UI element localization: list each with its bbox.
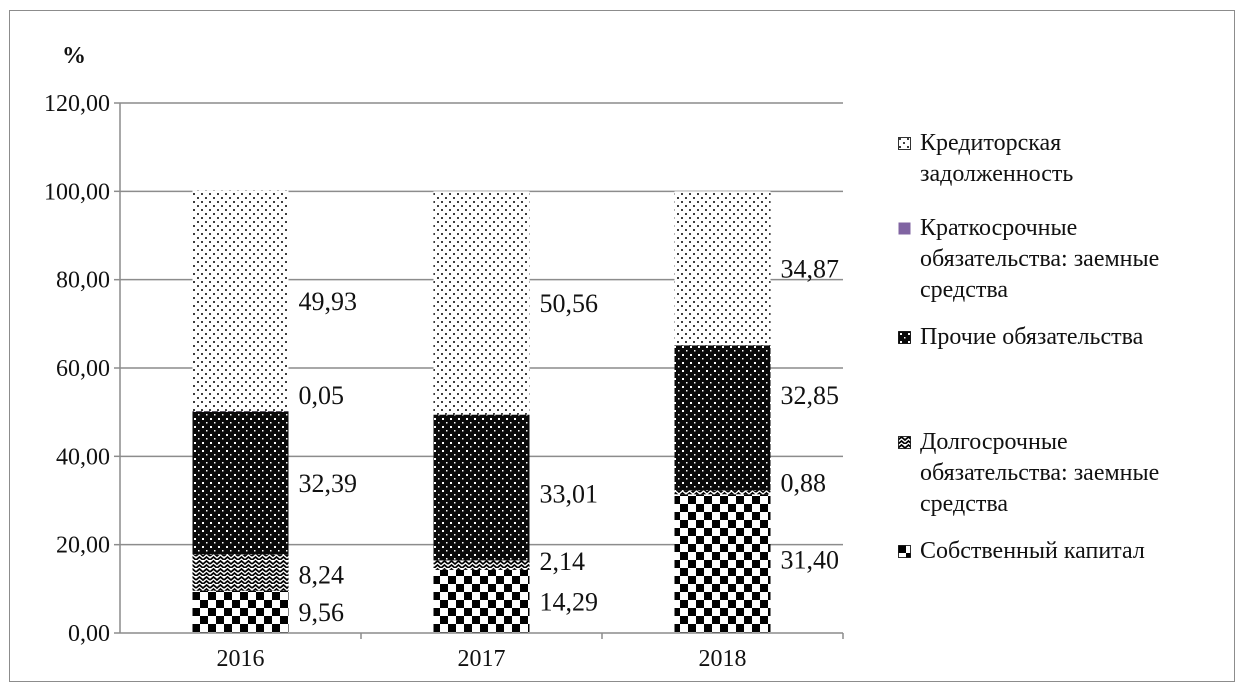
y-tick-label: 120,00 xyxy=(44,91,110,117)
data-label-2018-0: 31,40 xyxy=(781,546,840,575)
y-tick-label: 100,00 xyxy=(44,179,110,205)
legend-label: Прочие обязательства xyxy=(920,324,1144,350)
bar-segment-2018-1 xyxy=(674,490,771,495)
data-label-2018-1: 0,88 xyxy=(781,468,827,497)
legend-swatch xyxy=(898,331,911,344)
data-labels: 9,56 8,24 32,39 0,05 49,93 14,29 2,14 33,01 50,5… xyxy=(299,254,840,627)
y-tick-label: 40,00 xyxy=(56,444,110,470)
x-tick-label-2016: 2016 xyxy=(217,646,265,672)
bar-segment-2017-1 xyxy=(433,560,530,570)
legend-swatch xyxy=(898,137,911,150)
bar-segment-2018-4 xyxy=(674,191,771,346)
legend-label: Долгосрочные обязательства: заемные сред… xyxy=(920,429,1160,517)
data-label-2016-2: 32,39 xyxy=(299,469,358,498)
y-tick-label: 20,00 xyxy=(56,533,110,559)
bar-segment-2018-2 xyxy=(674,345,771,491)
data-label-2017-0: 14,29 xyxy=(540,587,599,616)
data-label-2018-4: 34,87 xyxy=(781,254,840,283)
data-label-2018-2: 32,85 xyxy=(781,381,840,410)
bar-segment-2017-2 xyxy=(433,414,530,561)
data-label-2016-0: 9,56 xyxy=(299,598,345,627)
legend-swatch xyxy=(898,545,911,558)
bar-segment-2016-0 xyxy=(192,590,289,633)
legend-swatch xyxy=(898,436,911,449)
legend-label: Собственный капитал xyxy=(920,538,1145,564)
x-tick-label-2017: 2017 xyxy=(458,646,506,672)
data-label-2016-3: 0,05 xyxy=(299,381,345,410)
bar-segment-2016-2 xyxy=(192,411,289,555)
bar-segment-2018-0 xyxy=(674,494,771,633)
y-tick-label: 60,00 xyxy=(56,356,110,382)
bars xyxy=(192,190,771,633)
bar-segment-2016-4 xyxy=(192,190,289,412)
bar-segment-2016-1 xyxy=(192,554,289,591)
legend-label: Кредиторская задолженность xyxy=(920,130,1074,187)
data-label-2017-2: 33,01 xyxy=(540,480,599,509)
x-tick-label-2018: 2018 xyxy=(699,646,747,672)
data-label-2016-1: 8,24 xyxy=(299,561,345,590)
bar-segment-2017-0 xyxy=(433,569,530,633)
y-axis-unit-label: % xyxy=(62,43,86,69)
legend-swatch xyxy=(898,222,911,235)
data-label-2017-1: 2,14 xyxy=(540,547,586,576)
data-label-2017-4: 50,56 xyxy=(540,289,599,318)
y-tick-label: 80,00 xyxy=(56,268,110,294)
legend-label: Краткосрочные обязательства: заемные сре… xyxy=(920,215,1160,303)
data-label-2016-4: 49,93 xyxy=(299,287,358,316)
y-tick-label: 0,00 xyxy=(68,621,110,647)
tick-labels: 0,00 20,00 40,00 60,00 80,00 100,00 120,00 2016… xyxy=(44,91,747,672)
bar-segment-2017-4 xyxy=(433,191,530,415)
axes xyxy=(119,103,844,639)
